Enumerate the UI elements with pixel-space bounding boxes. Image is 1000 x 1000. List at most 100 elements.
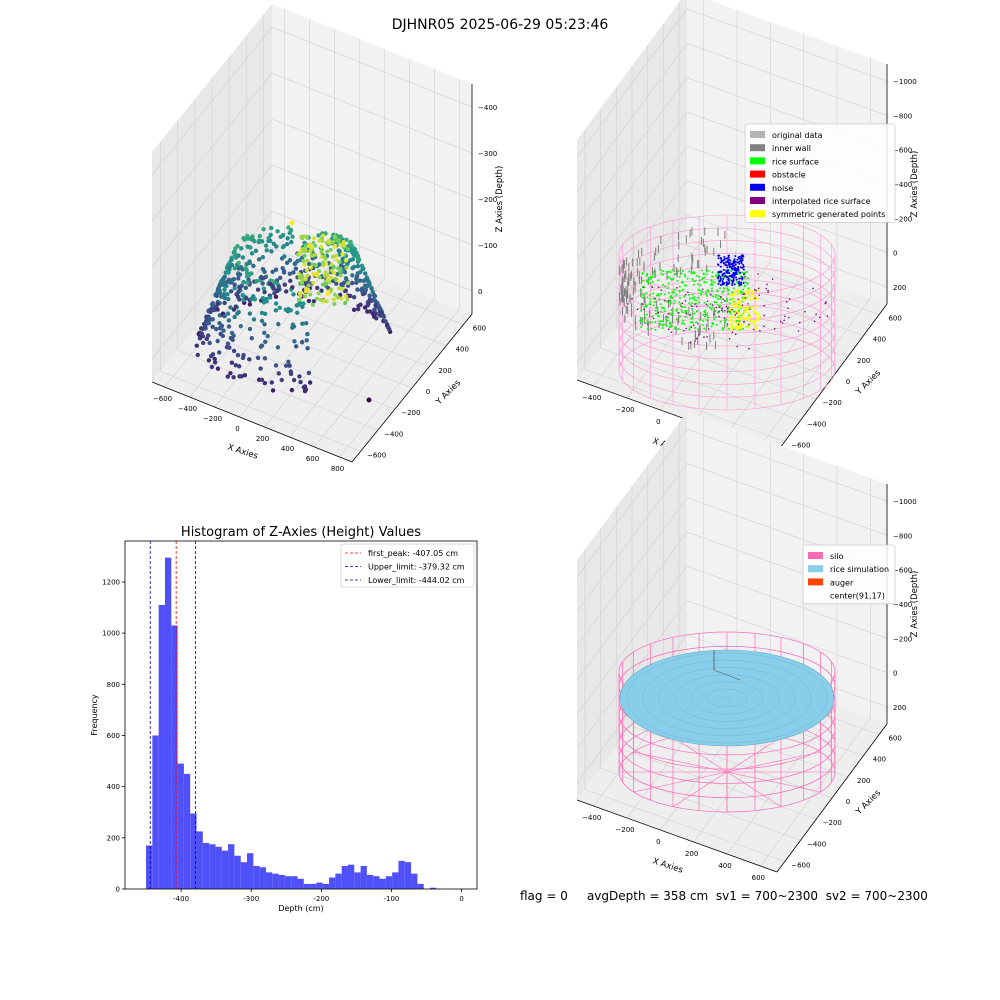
histogram-bar [152,735,159,889]
interpolated-point [813,320,816,323]
noise-point [735,268,738,271]
rice-surface-point [702,319,705,322]
raw-point [269,225,274,231]
noise-point [740,257,743,260]
rice-surface-point [672,277,675,280]
rice-surface-point [661,283,664,286]
legend-label: noise [772,184,793,193]
wall-gridline [686,428,888,502]
rice-surface-point [706,304,709,307]
raw-point [215,307,220,312]
rice-surface-point [717,304,720,307]
raw-point [314,296,319,301]
raw-point [337,249,342,254]
interpolated-point [736,345,739,348]
noise-point [723,255,726,258]
noise-point [728,280,731,283]
rice-surface-point [694,279,697,282]
symmetric-point [737,292,740,296]
wall-gridline [271,26,473,108]
raw-point [326,238,331,243]
raw-point [374,316,379,321]
raw-point [344,265,349,270]
wall-gridline [271,210,473,292]
raw-point [371,297,376,302]
raw-point [291,270,296,275]
avg-depth-readout: avgDepth = 358 cm [586,889,709,903]
raw-point [251,317,257,322]
rice-surface-point [661,327,664,330]
rice-surface-point [646,296,649,299]
wall-gridline [576,77,688,226]
floor-gridline [616,326,817,400]
raw-point [236,253,241,258]
raw-point [240,255,246,260]
raw-point [262,322,267,327]
y-tick-label: 200 [857,357,870,365]
y-tick-label: 600 [107,732,120,740]
rice-surface-point [681,321,684,324]
raw-point [319,288,324,293]
symmetric-point [747,289,750,292]
raw-point [343,294,348,299]
rice-surface-point [654,328,657,331]
rice-surface-point [711,271,714,274]
noise-point [730,263,733,266]
raw-point [334,257,339,262]
symmetric-point [751,293,755,297]
noise-point [723,275,726,278]
raw-point [264,248,269,253]
raw-point [302,253,307,258]
raw-point [298,379,303,385]
rice-surface-point [660,269,663,272]
raw-point [261,276,266,281]
symmetric-point [729,315,732,319]
legend-label: interpolated rice surface [772,197,870,206]
symmetric-point [733,291,737,294]
rice-surface-point [692,283,695,286]
raw-point [315,271,320,276]
noise-point [737,282,740,285]
interpolated-point [715,306,717,309]
raw-point [260,281,265,286]
histogram-bar [398,860,405,889]
raw-point [320,238,325,243]
symmetric-point [753,309,756,313]
noise-point [735,273,738,276]
rice-surface-point [649,282,652,285]
raw-point [333,277,338,282]
raw-point [273,308,279,313]
raw-point [237,297,242,302]
rice-surface-point [650,321,653,324]
noise-point [717,264,720,267]
interpolated-point [784,315,786,317]
raw-point [263,339,268,345]
raw-point [261,227,266,232]
rice-surface-point [671,269,674,272]
classify-legend [744,123,896,223]
histogram-bar [341,865,348,889]
rice-surface-point [658,298,661,301]
rice-surface-point [668,312,671,315]
x-tick-label: 0 [459,895,463,903]
silo-floor-spoke [726,771,782,807]
raw-point [273,267,279,272]
rice-surface-point [714,296,717,299]
z-tick-label: −300 [478,150,497,158]
rice-surface-point [663,309,666,312]
legend-label: rice simulation [830,565,889,574]
noise-point [734,255,737,258]
raw-point [275,229,280,234]
rice-surface-point [655,312,658,315]
interpolated-point [744,297,746,299]
rice-surface-point [741,291,744,294]
x-axis-label: X Axies [651,856,684,875]
floor-gridline [600,347,801,421]
rice-mesh-line [626,652,828,744]
raw-point [268,295,273,300]
raw-point [345,297,350,302]
raw-point [303,294,308,299]
rice-surface-point [703,281,706,284]
rice-surface-point [710,280,713,283]
silo-floor-spoke [726,751,821,773]
